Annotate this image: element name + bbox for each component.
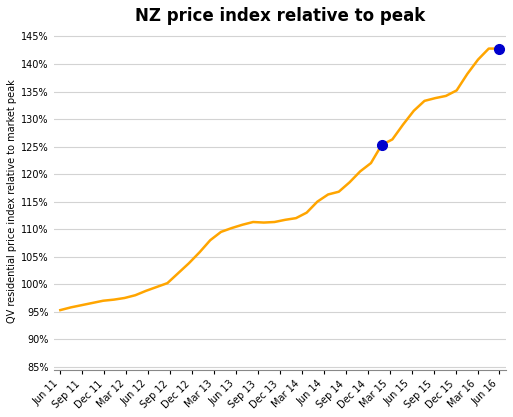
Y-axis label: QV residential price index relative to market peak: QV residential price index relative to m… [7, 79, 17, 323]
Title: NZ price index relative to peak: NZ price index relative to peak [135, 7, 425, 25]
